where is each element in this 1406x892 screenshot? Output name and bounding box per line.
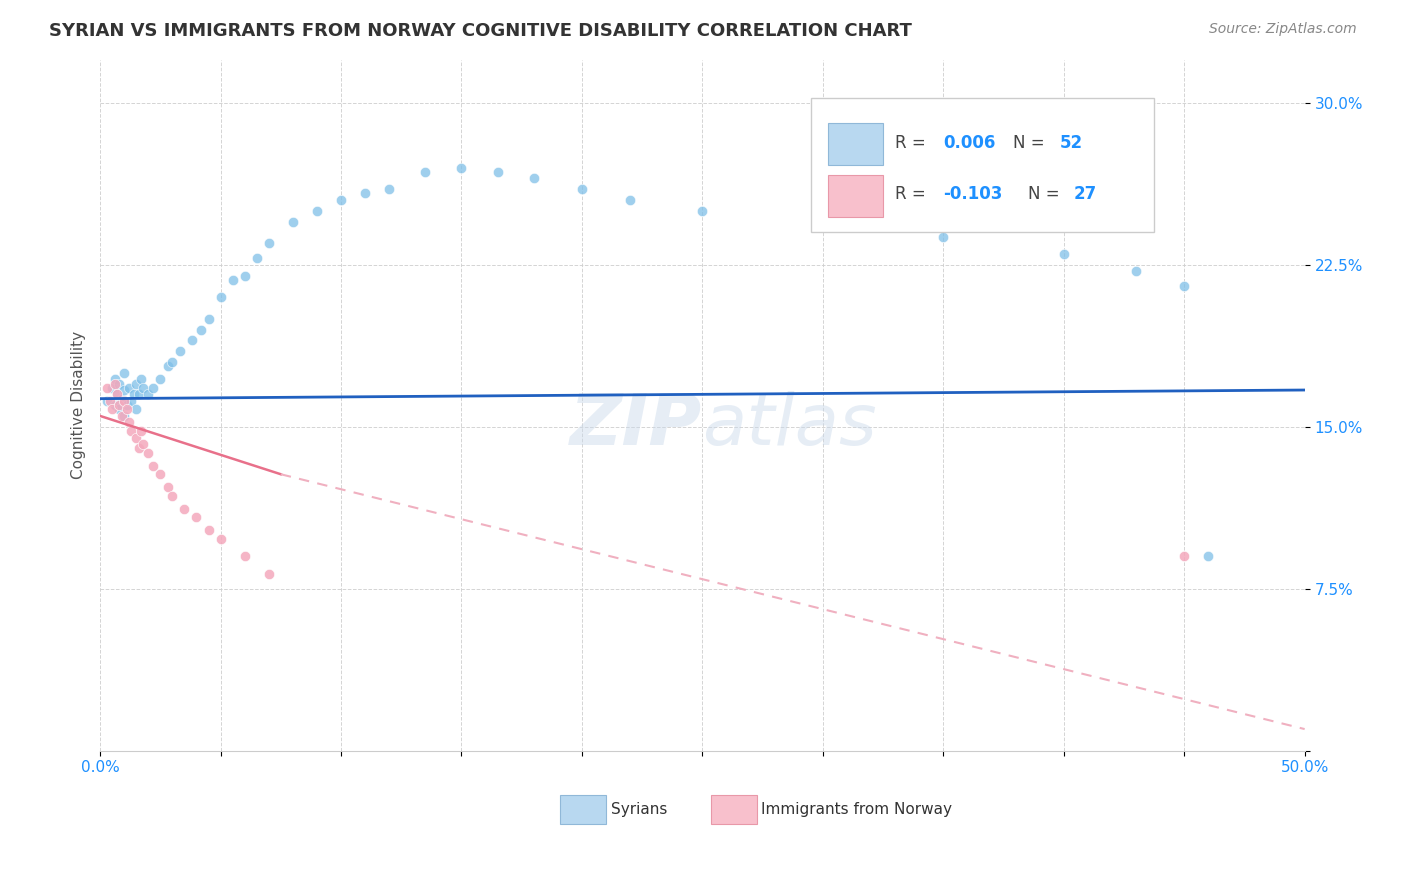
Point xyxy=(180,334,202,348)
Point xyxy=(257,566,280,581)
Text: N =: N = xyxy=(1028,186,1064,203)
FancyBboxPatch shape xyxy=(811,97,1154,233)
Point xyxy=(257,236,280,251)
Point xyxy=(156,480,179,494)
FancyBboxPatch shape xyxy=(828,175,883,217)
Point xyxy=(120,393,142,408)
Point xyxy=(122,387,145,401)
Point xyxy=(96,393,118,408)
Point xyxy=(330,193,353,207)
Text: -0.103: -0.103 xyxy=(943,186,1002,203)
Point xyxy=(811,214,834,228)
Point xyxy=(197,524,219,538)
Point xyxy=(132,381,155,395)
Point xyxy=(108,398,131,412)
Point xyxy=(118,416,141,430)
Point xyxy=(128,442,150,456)
Point xyxy=(136,445,159,459)
Text: Immigrants from Norway: Immigrants from Norway xyxy=(762,802,952,817)
Point xyxy=(149,372,172,386)
Point xyxy=(142,458,165,473)
Point xyxy=(233,549,256,564)
Point xyxy=(169,344,191,359)
Point xyxy=(103,398,125,412)
Text: N =: N = xyxy=(1014,134,1050,152)
Point xyxy=(129,372,152,386)
FancyBboxPatch shape xyxy=(711,795,756,824)
Point xyxy=(486,165,509,179)
Point xyxy=(132,437,155,451)
Point xyxy=(186,510,208,524)
Point xyxy=(120,424,142,438)
Point xyxy=(190,322,212,336)
Text: atlas: atlas xyxy=(703,392,877,460)
Point xyxy=(129,424,152,438)
Point xyxy=(112,383,135,397)
Text: 52: 52 xyxy=(1060,134,1083,152)
Point xyxy=(115,398,138,412)
Point xyxy=(101,381,124,395)
Point xyxy=(692,203,714,218)
Point xyxy=(112,393,135,408)
Point xyxy=(118,381,141,395)
Point xyxy=(1125,264,1147,278)
Point xyxy=(246,252,269,266)
Point xyxy=(142,381,165,395)
Point xyxy=(1173,279,1195,293)
Point xyxy=(136,387,159,401)
Text: R =: R = xyxy=(896,186,931,203)
Point xyxy=(105,387,128,401)
Point xyxy=(112,409,135,423)
Point xyxy=(162,355,184,369)
Point xyxy=(105,387,128,401)
Text: Source: ZipAtlas.com: Source: ZipAtlas.com xyxy=(1209,22,1357,37)
Point xyxy=(111,409,134,423)
Text: ZIP: ZIP xyxy=(571,392,703,460)
Point xyxy=(149,467,172,482)
Point xyxy=(1173,549,1195,564)
Point xyxy=(197,311,219,326)
Point xyxy=(281,214,304,228)
Point xyxy=(101,402,124,417)
Point xyxy=(1053,247,1076,261)
Point xyxy=(221,273,243,287)
Point xyxy=(111,392,134,406)
Text: R =: R = xyxy=(896,134,931,152)
Point xyxy=(125,376,148,391)
Point xyxy=(173,501,195,516)
Point xyxy=(932,229,955,244)
Point xyxy=(619,193,641,207)
Text: Syrians: Syrians xyxy=(610,802,668,817)
Point xyxy=(103,372,125,386)
Point xyxy=(103,376,125,391)
Point xyxy=(98,393,121,408)
Point xyxy=(156,359,179,374)
Text: 0.006: 0.006 xyxy=(943,134,995,152)
Point xyxy=(108,402,131,417)
Point xyxy=(108,376,131,391)
Point xyxy=(1197,549,1219,564)
Point xyxy=(378,182,401,196)
FancyBboxPatch shape xyxy=(560,795,606,824)
Point xyxy=(209,290,232,304)
Text: 27: 27 xyxy=(1073,186,1097,203)
Point xyxy=(523,171,546,186)
Text: SYRIAN VS IMMIGRANTS FROM NORWAY COGNITIVE DISABILITY CORRELATION CHART: SYRIAN VS IMMIGRANTS FROM NORWAY COGNITI… xyxy=(49,22,912,40)
Point xyxy=(233,268,256,283)
Point xyxy=(112,366,135,380)
Point xyxy=(162,489,184,503)
Point xyxy=(354,186,377,201)
Y-axis label: Cognitive Disability: Cognitive Disability xyxy=(72,331,86,479)
Point xyxy=(415,165,437,179)
Point xyxy=(125,431,148,445)
FancyBboxPatch shape xyxy=(828,123,883,165)
Point xyxy=(209,532,232,546)
Point xyxy=(305,203,328,218)
Point xyxy=(96,381,118,395)
Point xyxy=(128,387,150,401)
Point xyxy=(450,161,472,175)
Point xyxy=(115,402,138,417)
Point xyxy=(125,402,148,417)
Point xyxy=(571,182,593,196)
